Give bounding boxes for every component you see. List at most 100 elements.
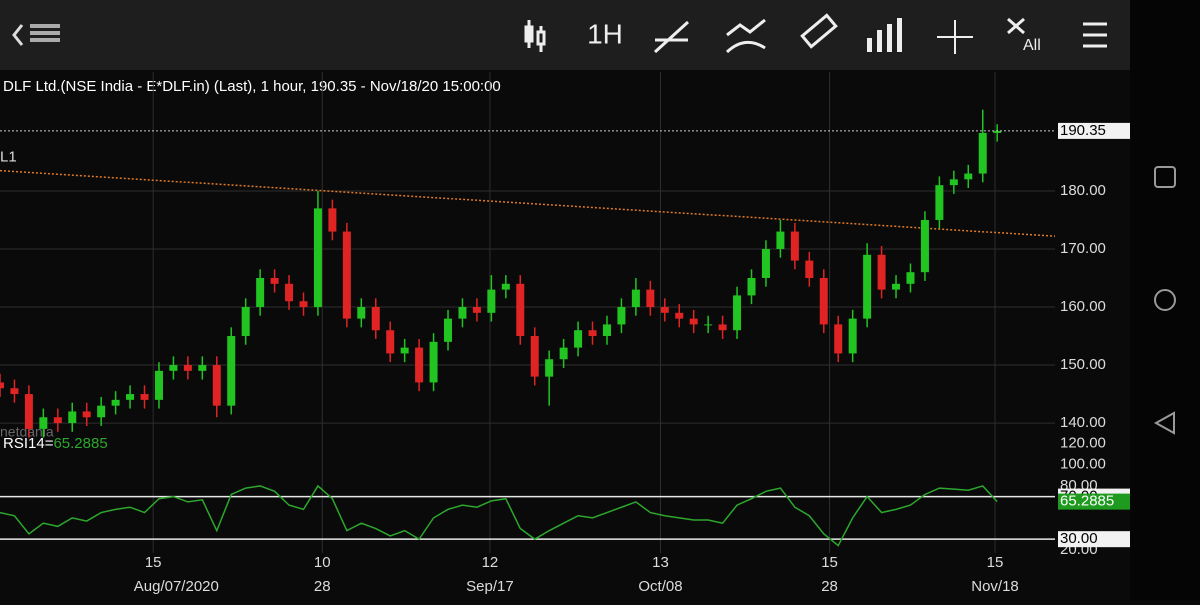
y-tick-label: 180.00 (1060, 182, 1106, 199)
candle-body (920, 219, 929, 273)
x-tick-label: Sep/17 (466, 578, 514, 595)
candle-body (227, 336, 236, 406)
candle-body (444, 318, 453, 342)
trendline (0, 169, 1056, 237)
candle-body (241, 307, 250, 337)
candle-body (68, 411, 77, 424)
candle-body (126, 394, 135, 400)
back-nav-button[interactable] (1153, 411, 1175, 435)
candle-body (877, 254, 886, 290)
candle-body (747, 278, 756, 296)
candle-body (978, 132, 987, 174)
candle-body (328, 208, 337, 232)
candle-body (949, 179, 958, 186)
timeframe-button[interactable]: 1H (587, 18, 623, 49)
x-tick-label: Oct/08 (638, 578, 682, 595)
candle-body (602, 324, 611, 337)
clear-label[interactable]: All (1023, 37, 1041, 54)
candle-body (39, 417, 48, 429)
candle-body (733, 295, 742, 331)
level-label: 30.00 (1060, 530, 1098, 547)
y-tick-label: 150.00 (1060, 356, 1106, 373)
menu-button[interactable] (1083, 22, 1107, 48)
recent-apps-button[interactable] (1154, 166, 1176, 188)
candle-body (429, 341, 438, 383)
candle-body (617, 307, 626, 325)
candle-body (183, 365, 192, 371)
last-price-box (1058, 122, 1130, 139)
candle-body (761, 248, 770, 279)
candle-body (342, 231, 351, 319)
candle-body (501, 283, 510, 290)
rsi-line (0, 484, 998, 547)
level-box (1058, 531, 1130, 548)
candle-body (299, 301, 308, 308)
chart-header: DLF Ltd.(NSE India - E*DLF.in) (Last), 1… (3, 78, 501, 95)
candle-body (487, 289, 496, 313)
candle-body (400, 347, 409, 354)
candle-body (198, 365, 207, 371)
candle-body (82, 411, 91, 418)
volume-button[interactable] (867, 18, 902, 52)
back-button[interactable] (12, 24, 24, 46)
candle-body (834, 324, 843, 354)
draw-line-button[interactable] (653, 20, 690, 54)
candle-body (516, 283, 525, 337)
indicator-button[interactable] (725, 18, 766, 54)
candle-body (24, 394, 33, 429)
candle-body (415, 347, 424, 383)
candle-body (472, 307, 481, 313)
y-tick-label: 100.00 (1060, 456, 1106, 473)
candle-body (256, 278, 265, 308)
candle-body (819, 278, 828, 325)
candle-body (458, 307, 467, 319)
candle-body (0, 382, 4, 389)
candle-body (10, 388, 19, 395)
x-tick-label: 28 (821, 578, 838, 595)
candle-body (53, 417, 62, 424)
x-tick-label: 10 (314, 554, 331, 571)
candle-body (169, 365, 178, 371)
candle-body (545, 359, 554, 377)
candle-body (805, 260, 814, 279)
trendline-label: L1 (0, 149, 17, 166)
candle-body (270, 278, 279, 284)
candle-body (906, 272, 915, 284)
candle-body (588, 330, 597, 337)
chart-type-button[interactable] (524, 20, 546, 52)
x-tick-label: 15 (145, 554, 162, 571)
candle-body (212, 365, 221, 406)
candle-body (357, 307, 366, 319)
home-button[interactable] (1154, 289, 1176, 311)
measure-button[interactable] (800, 13, 838, 49)
candle-body (111, 399, 120, 406)
candle-body (675, 312, 684, 319)
crosshair-button[interactable] (937, 20, 973, 54)
candle-body (848, 318, 857, 354)
y-tick-label: 120.00 (1060, 434, 1106, 451)
indicator-value: 65.2885 (53, 435, 107, 452)
candle-body (718, 324, 727, 331)
y-tick-label: 140.00 (1060, 414, 1106, 431)
rsi-value-box (1058, 493, 1130, 510)
x-tick-label: Aug/07/2020 (134, 578, 219, 595)
candle-body (97, 405, 106, 418)
candle-body (530, 336, 539, 377)
candle-body (704, 324, 713, 326)
x-tick-label: 13 (652, 554, 669, 571)
candle-body (935, 185, 944, 220)
logo (30, 24, 60, 42)
clear-button[interactable]: All (1007, 17, 1041, 54)
candle-body (386, 330, 395, 354)
rsi-value-label: 65.2885 (1060, 493, 1114, 510)
candle-body (660, 307, 669, 313)
candle-body (371, 307, 380, 331)
indicator-name: RSI14= (3, 435, 54, 452)
x-tick-label: 15 (987, 554, 1004, 571)
candle-body (646, 289, 655, 308)
y-tick-label: 160.00 (1060, 298, 1106, 315)
x-tick-label: 12 (482, 554, 499, 571)
candle-body (574, 330, 583, 348)
